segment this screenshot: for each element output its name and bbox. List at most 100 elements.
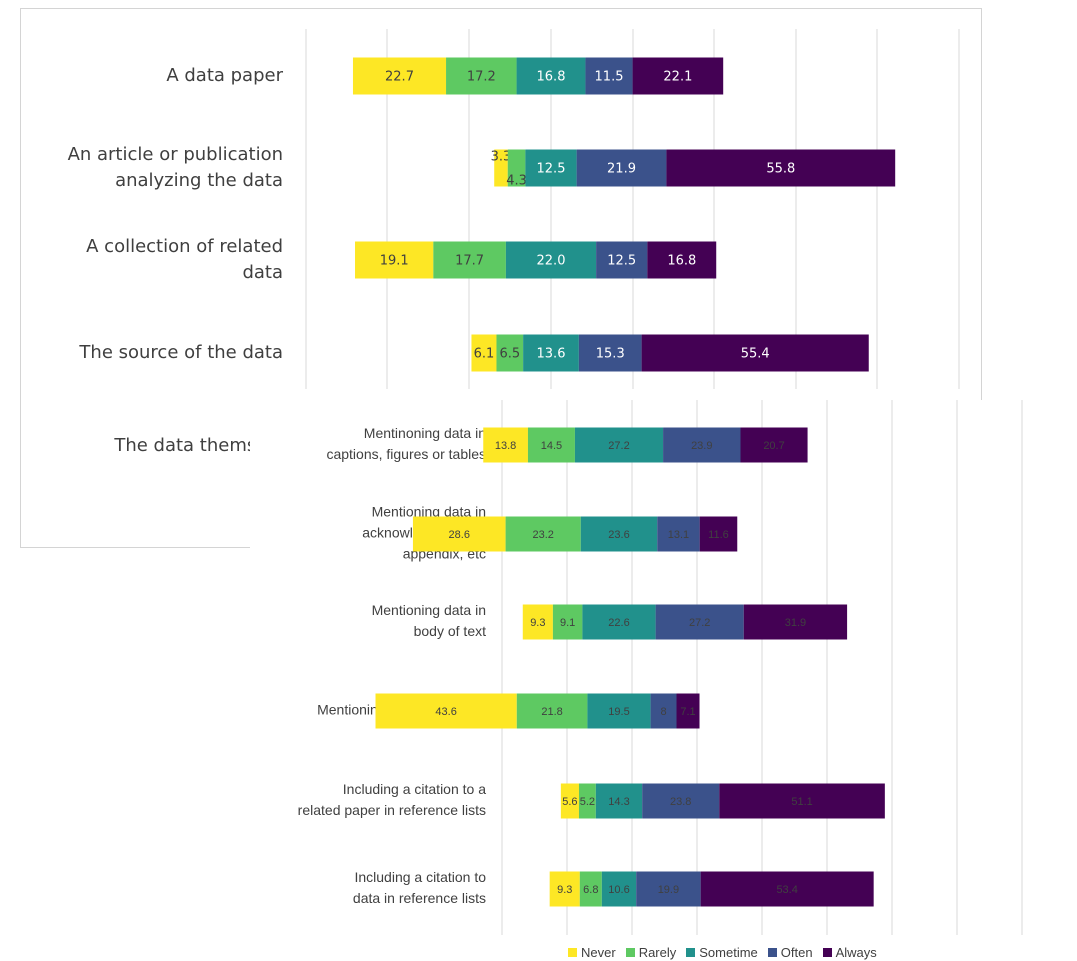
back-bar-rarely [433,241,506,279]
front-value-label: 11.6 [708,529,729,541]
back-bar-never [494,149,508,187]
back-bar-sometime [505,241,597,279]
legend-swatch-always [822,947,832,957]
back-bar-sometime [516,57,586,95]
legend-label-sometime: Sometime [699,944,758,960]
back-value-label: 11.5 [595,70,624,85]
chart-back-canvas: A data paper 22.7 17.2 16.8 11.5 22.1 An artic… [68,29,960,456]
back-bar-never [355,241,434,279]
back-category-label: data [242,262,283,283]
front-bar-sometime [574,427,664,463]
front-bar-always [740,427,808,463]
back-bar-always [647,241,717,279]
front-bar-never [560,783,579,819]
back-category-label: A collection of related [86,236,283,257]
back-category-label: A data paper [166,65,283,86]
front-bar-always [676,693,700,729]
back-value-label: 6.5 [499,347,520,362]
back-value-label: 16.8 [537,70,566,85]
front-value-label: 10.6 [608,884,629,896]
front-bar-often [663,427,741,463]
legend-item-always: Always [822,944,877,960]
front-bar-always [743,604,848,640]
back-value-label: 22.7 [385,70,414,85]
back-value-label: 4.3 [506,174,527,189]
front-value-label: 51.1 [791,796,812,808]
legend-label-rarely: Rarely [638,944,677,960]
front-value-label: 19.9 [658,884,679,896]
front-category-label: data in reference lists [353,890,486,906]
front-bar-sometime [587,693,651,729]
front-bar-rarely [527,427,575,463]
legend-item-sometime: Sometime [686,945,758,960]
front-value-label: 53.4 [776,884,797,896]
back-value-label: 15.3 [596,347,625,362]
front-value-label: 31.9 [785,617,806,629]
legend-label-often: Often [780,944,813,960]
back-value-label: 17.2 [467,70,496,85]
legend-swatch-never [568,947,577,957]
back-bar-rarely [507,149,526,187]
legend-swatch-sometime [686,947,696,957]
front-bar-rarely [516,693,588,729]
back-category-label: analyzing the data [115,170,283,191]
front-bar-sometime [582,604,656,640]
front-category-label: Including a citation to a [343,781,486,797]
back-bar-often [578,334,642,372]
front-bar-often [642,783,720,819]
front-bar-always [719,783,885,819]
front-value-label: 7.1 [680,706,695,718]
front-bar-never [549,871,580,907]
back-bar-always [666,149,896,187]
front-bar-often [636,871,701,907]
front-value-label: 9.3 [530,617,545,629]
back-value-label: 12.5 [537,162,566,177]
front-value-label: 43.6 [435,706,456,718]
front-value-label: 5.6 [562,796,577,808]
back-value-label: 17.7 [455,254,484,269]
back-value-label: 22.0 [537,254,566,269]
front-bar-never [375,693,517,729]
front-bar-never [483,427,528,463]
front-category-label: Including a citation to [354,869,486,885]
survey-chart-front: Mentinoning data in captions, figures or … [250,400,1077,961]
back-value-label: 21.9 [607,162,636,177]
front-value-label: 9.1 [560,617,575,629]
legend-label-never: Never [581,944,616,960]
legend-item-never: Never [568,945,616,960]
front-value-label: 19.5 [608,706,629,718]
front-bar-sometime [601,871,637,907]
front-value-label: 14.3 [608,796,629,808]
back-bar-rarely [446,57,517,95]
front-value-label: 14.5 [541,440,562,452]
front-value-label: 27.2 [689,617,710,629]
back-value-label: 6.1 [474,347,495,362]
front-bar-sometime [580,516,658,552]
front-bar-often [655,604,744,640]
front-bar-rarely [578,783,596,819]
front-value-label: 13.8 [495,440,516,452]
legend-item-rarely: Rarely [625,944,677,960]
front-value-label: 20.7 [763,440,784,452]
back-category-label: The data themselv [113,435,283,456]
front-category-label: Mentioning data in [372,504,486,520]
front-value-label: 9.3 [557,884,572,896]
back-bar-always [641,334,869,372]
front-bar-always [700,871,874,907]
back-bar-never [471,334,497,372]
front-bar-often [650,693,677,729]
front-value-label: 22.6 [608,617,629,629]
front-bar-always [699,516,738,552]
front-value-label: 6.8 [583,884,598,896]
front-bar-rarely [579,871,602,907]
front-category-label: Mentinoning data in [364,425,486,441]
front-category-label: captions, figures or tables [326,446,486,462]
front-category-label: body of text [414,623,486,639]
back-bar-often [585,57,633,95]
legend-swatch-rarely [625,947,635,957]
chart-front-canvas: Mentinoning data in captions, figures or … [298,400,1023,935]
front-value-label: 23.6 [608,529,629,541]
legend-label-always: Always [835,944,877,960]
front-bar-rarely [505,516,581,552]
front-bar-never [412,516,506,552]
